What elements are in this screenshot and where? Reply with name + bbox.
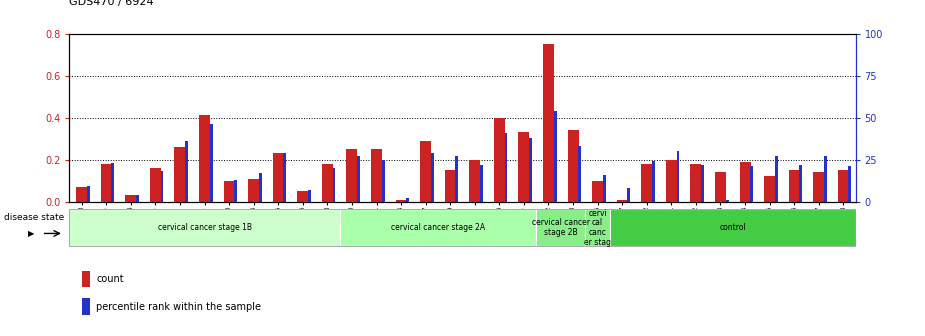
Bar [125, 195, 136, 202]
Bar [431, 153, 434, 202]
Bar [297, 191, 308, 202]
Bar [627, 188, 630, 202]
Bar [494, 118, 505, 202]
Bar [469, 160, 480, 202]
Text: GDS470 / 6924: GDS470 / 6924 [69, 0, 154, 7]
Bar [224, 181, 235, 202]
Bar [775, 156, 778, 202]
Bar [838, 170, 849, 202]
Bar [824, 156, 827, 202]
Bar [554, 111, 557, 202]
Bar [76, 187, 87, 202]
Bar [690, 164, 701, 202]
Bar [175, 147, 186, 202]
Bar [420, 141, 431, 202]
Bar [799, 165, 802, 202]
Bar [750, 166, 753, 202]
Bar [764, 176, 775, 202]
Bar [813, 172, 824, 202]
Bar [603, 175, 606, 202]
Text: ▶: ▶ [28, 229, 34, 238]
Bar [406, 198, 409, 202]
Bar [641, 164, 652, 202]
Bar [445, 170, 456, 202]
Bar [715, 172, 726, 202]
Bar [725, 200, 729, 202]
Text: cervical cancer stage 2A: cervical cancer stage 2A [391, 223, 485, 232]
Text: disease state: disease state [5, 213, 65, 222]
Bar [789, 170, 800, 202]
Bar [518, 132, 529, 202]
Bar [161, 171, 164, 202]
Bar [322, 164, 333, 202]
Text: count: count [96, 274, 124, 284]
Bar [848, 166, 851, 202]
Bar [259, 173, 262, 202]
Text: percentile rank within the sample: percentile rank within the sample [96, 302, 262, 312]
Bar [150, 168, 161, 202]
Bar [382, 160, 385, 202]
Bar [480, 165, 483, 202]
Bar [504, 133, 508, 202]
Bar [111, 163, 115, 202]
Bar [578, 146, 581, 202]
Bar [568, 130, 579, 202]
Bar [308, 190, 311, 202]
Bar [586, 209, 610, 246]
Bar [248, 178, 259, 202]
Bar [529, 138, 532, 202]
Text: cervical cancer
stage 2B: cervical cancer stage 2B [532, 218, 590, 237]
Bar [543, 44, 554, 202]
Bar [536, 209, 586, 246]
Bar [610, 209, 856, 246]
Text: control: control [720, 223, 746, 232]
Bar [81, 298, 90, 315]
Bar [185, 141, 188, 202]
Text: cervical cancer stage 1B: cervical cancer stage 1B [157, 223, 252, 232]
Bar [332, 168, 336, 202]
Bar [283, 153, 287, 202]
Bar [676, 151, 680, 202]
Bar [396, 200, 407, 202]
Bar [346, 149, 357, 202]
Bar [210, 124, 213, 202]
Bar [371, 149, 382, 202]
Text: cervi
cal
canc
er stag: cervi cal canc er stag [584, 209, 611, 247]
Bar [339, 209, 536, 246]
Bar [87, 186, 90, 202]
Bar [199, 116, 210, 202]
Bar [81, 270, 90, 288]
Bar [357, 156, 360, 202]
Bar [69, 209, 339, 246]
Bar [101, 164, 112, 202]
Bar [592, 181, 603, 202]
Bar [234, 180, 237, 202]
Bar [136, 195, 139, 202]
Bar [701, 165, 704, 202]
Bar [739, 162, 750, 202]
Bar [652, 161, 655, 202]
Bar [666, 160, 677, 202]
Bar [273, 153, 284, 202]
Bar [455, 156, 458, 202]
Bar [617, 200, 628, 202]
